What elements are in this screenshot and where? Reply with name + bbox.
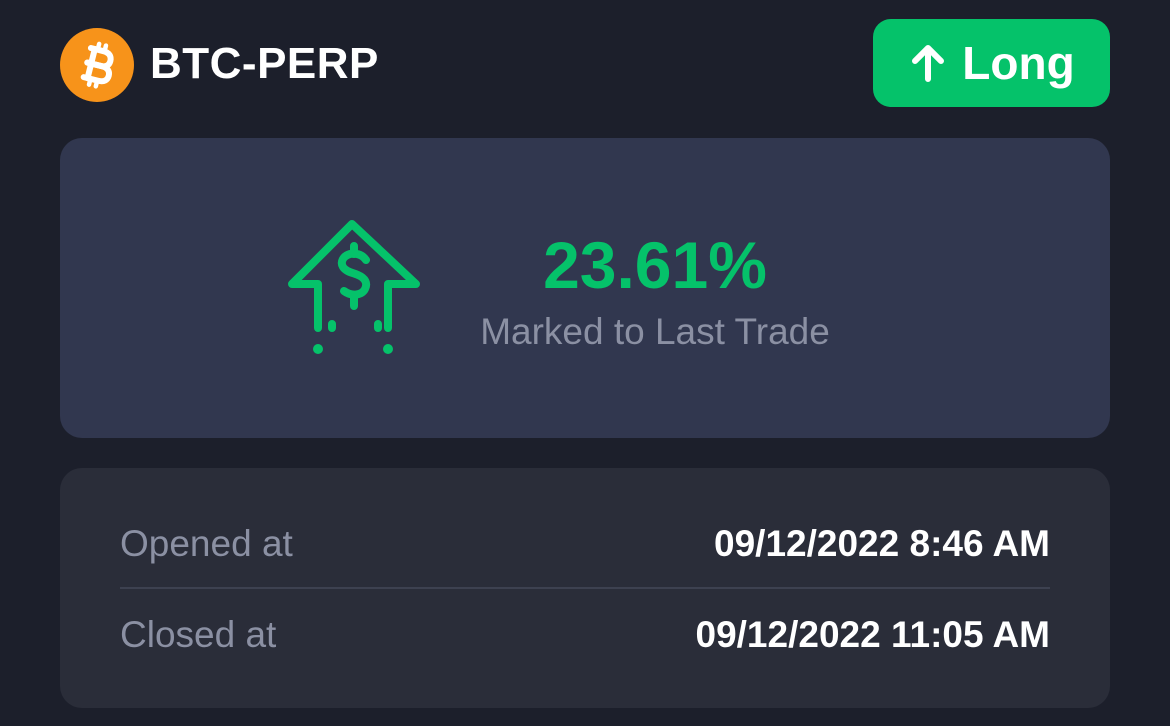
opened-at-value: 09/12/2022 8:46 AM [714, 523, 1050, 564]
closed-at-row: Closed at 09/12/2022 11:05 AM [120, 605, 1050, 665]
pnl-card: 23.61% Marked to Last Trade [60, 138, 1110, 438]
divider [120, 587, 1050, 589]
header: BTC-PERP Long [60, 19, 1110, 107]
closed-at-value: 09/12/2022 11:05 AM [695, 614, 1051, 655]
side-label: Long [962, 37, 1075, 89]
bitcoin-icon [60, 28, 134, 102]
money-arrow-up-icon [288, 220, 420, 354]
long-badge: Long [873, 19, 1110, 107]
pair-name: BTC-PERP [150, 39, 379, 88]
closed-at-label: Closed at [120, 614, 277, 655]
trade-times-card: Opened at 09/12/2022 8:46 AM Closed at 0… [60, 468, 1110, 708]
pnl-caption: Marked to Last Trade [480, 311, 830, 352]
arrow-up-icon [912, 45, 945, 82]
opened-at-row: Opened at 09/12/2022 8:46 AM [120, 514, 1050, 574]
pnl-percentage: 23.61% [543, 228, 767, 302]
opened-at-label: Opened at [120, 523, 293, 564]
